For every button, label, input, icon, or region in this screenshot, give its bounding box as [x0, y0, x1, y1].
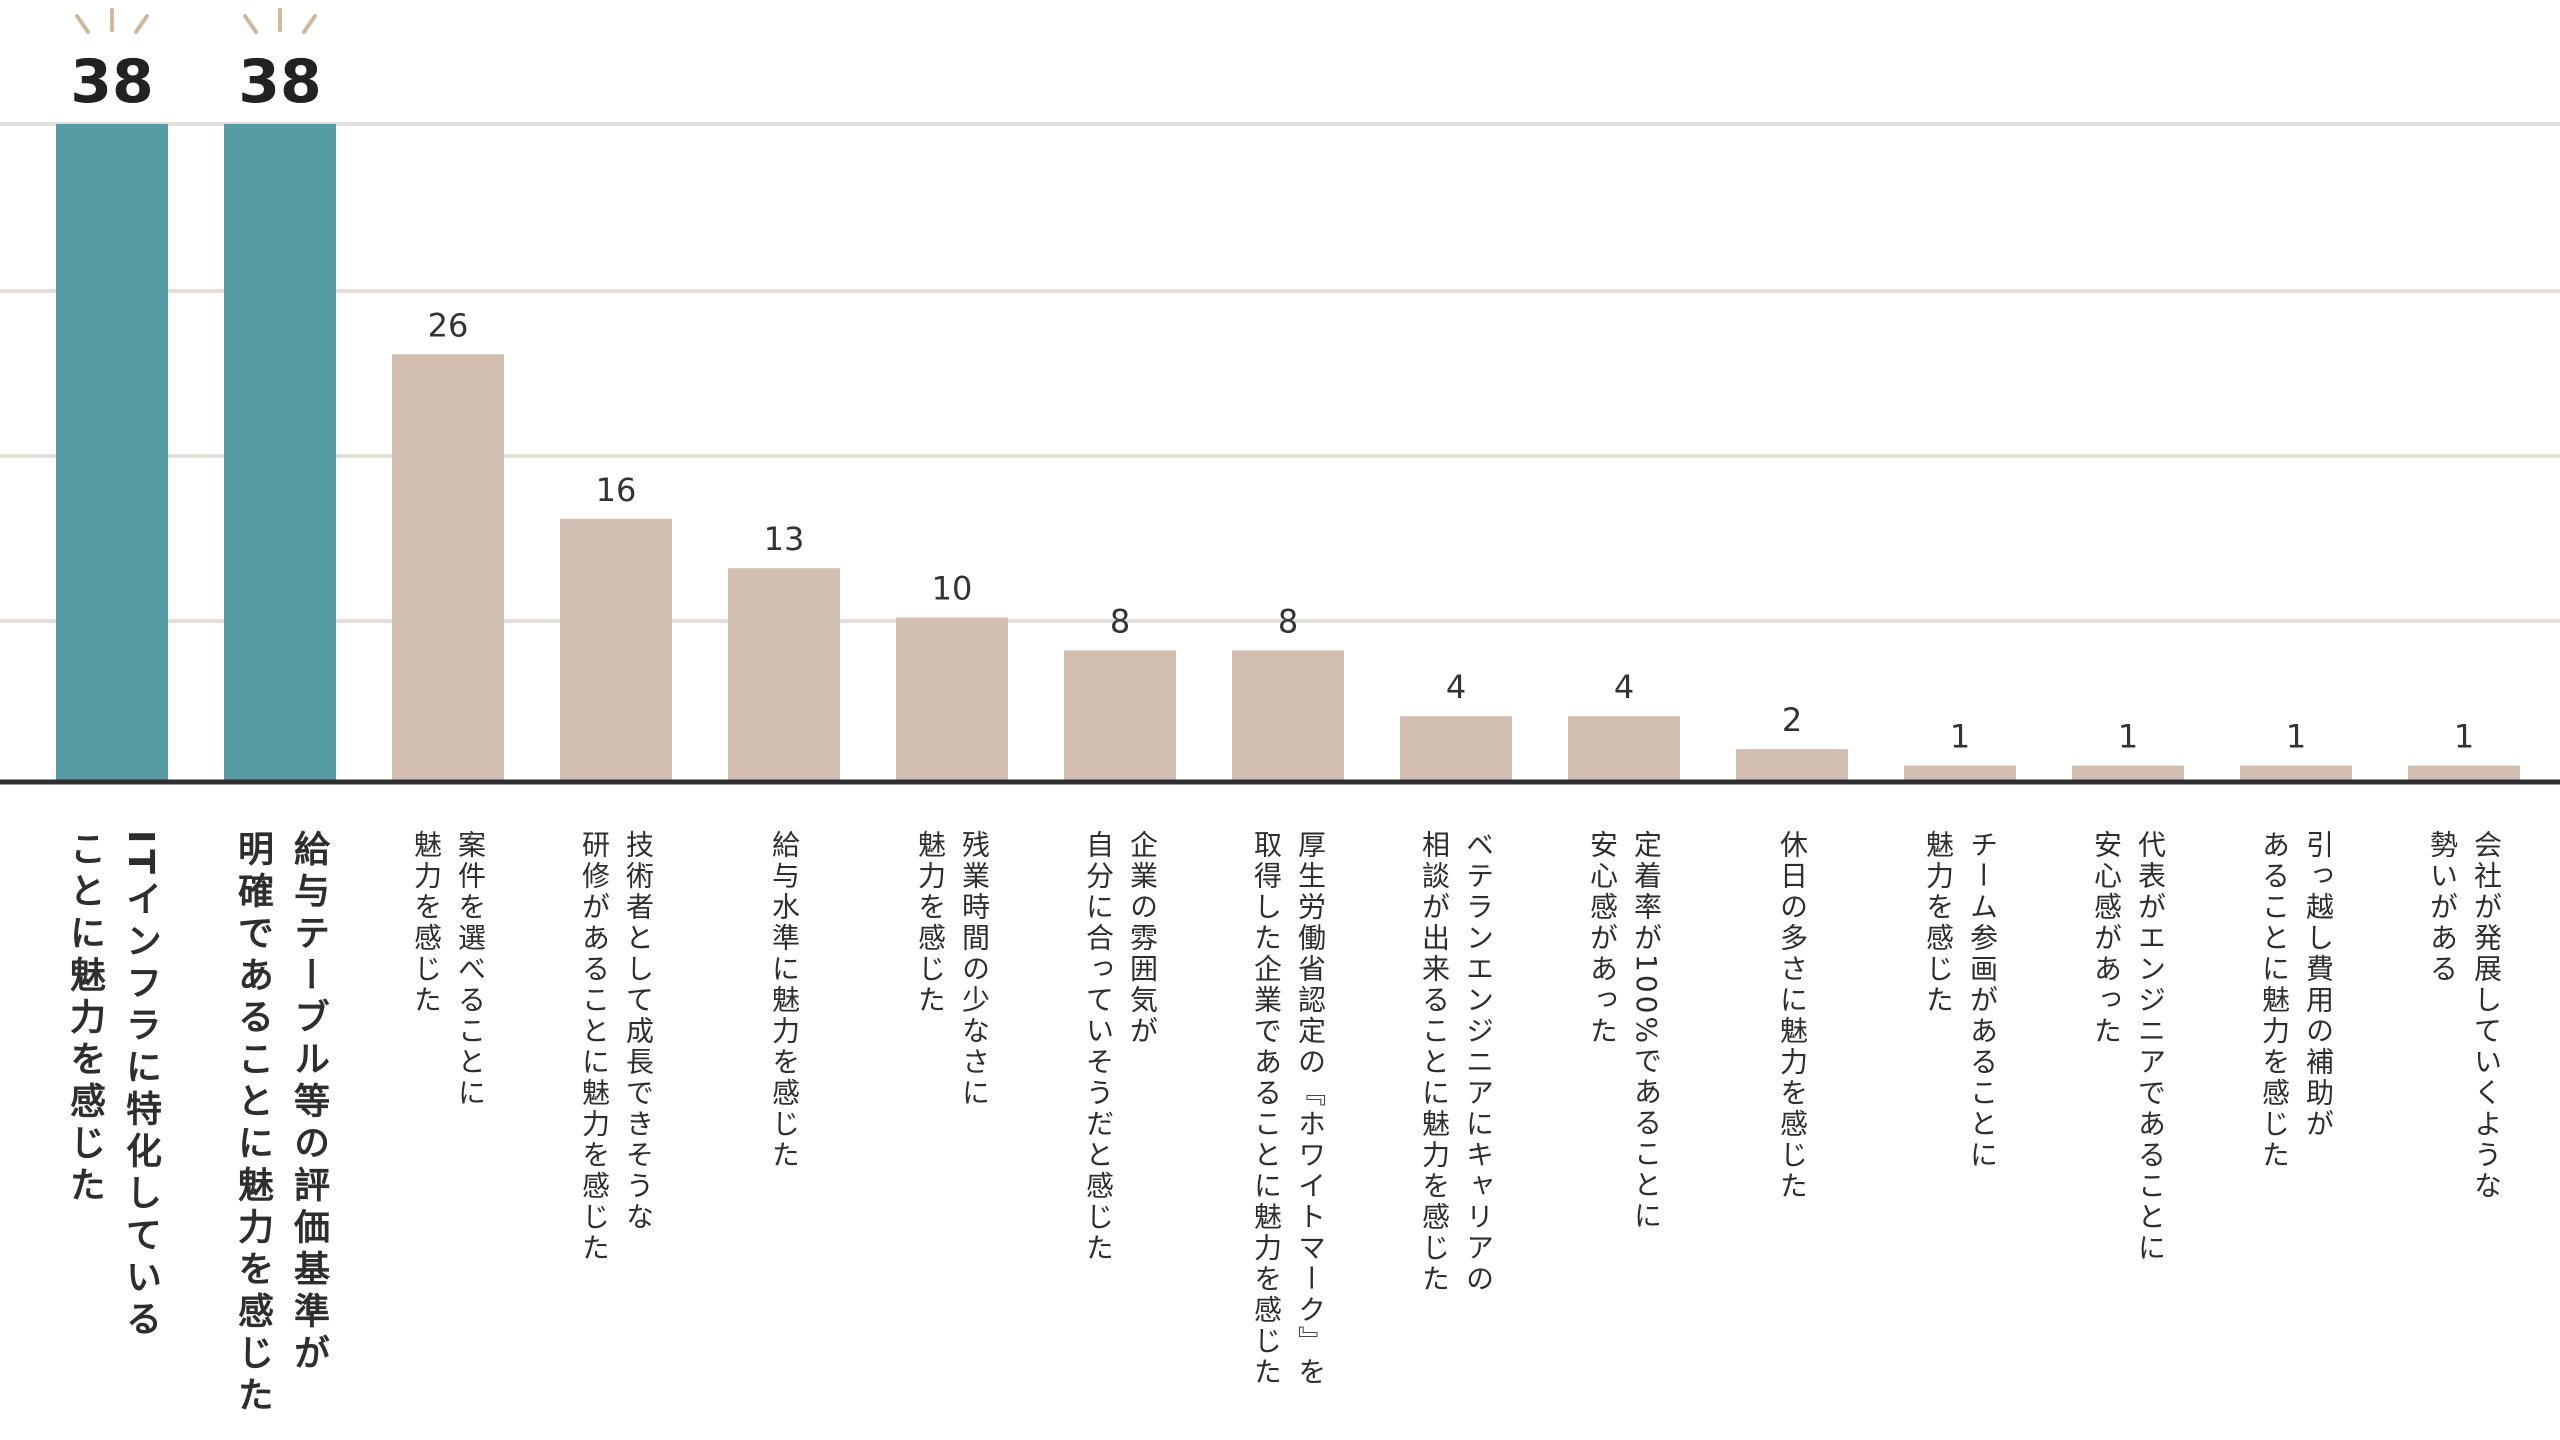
category-label-2: 給与テーブル等の評価基準が 明確であることに魅力を感じた	[232, 830, 329, 1418]
value-label-8: 8	[1278, 602, 1298, 640]
bar-5	[728, 568, 840, 782]
accent-ray-icon	[243, 14, 258, 34]
category-label-13: 代表がエンジニアであることに 安心感があった	[2090, 830, 2167, 1264]
category-label-9: ベテランエンジニアにキャリアの 相談が出来ることに魅力を感じた	[1418, 830, 1495, 1295]
value-label-3: 26	[428, 306, 469, 344]
bar-10	[1568, 716, 1680, 782]
category-label-11: 休日の多さに魅力を感じた	[1776, 830, 1809, 1202]
value-label-7: 8	[1110, 602, 1130, 640]
accent-ray-icon	[75, 14, 90, 34]
category-label-10: 定着率が100%であることに 安心感があった	[1586, 830, 1663, 1233]
category-label-7: 企業の雰囲気が 自分に合っていそうだと感じた	[1082, 830, 1159, 1264]
bar-2	[224, 124, 336, 782]
value-label-5: 13	[764, 520, 805, 558]
category-label-5: 給与水準に魅力を感じた	[768, 830, 801, 1171]
category-label-4: 技術者として成長できそうな 研修があることに魅力を感じた	[578, 830, 655, 1264]
accent-ray-icon	[302, 14, 317, 34]
category-label-3: 案件を選べることに 魅力を感じた	[410, 830, 487, 1109]
bar-4	[560, 518, 672, 782]
category-label-8: 厚生労働省認定の『ホワイトマーク』を 取得した企業であることに魅力を感じた	[1250, 830, 1327, 1388]
bar-7	[1064, 650, 1176, 782]
category-label-1: ITインフラに特化している ことに魅力を感じた	[64, 830, 161, 1342]
category-label-12: チーム参画があることに 魅力を感じた	[1922, 830, 1999, 1171]
accent-ray-icon	[134, 14, 149, 34]
bar-6	[896, 617, 1008, 782]
bar-11	[1736, 749, 1848, 782]
bar-8	[1232, 650, 1344, 782]
category-label-6: 残業時間の少なさに 魅力を感じた	[914, 830, 991, 1109]
category-label-15: 会社が発展していくような 勢いがある	[2426, 830, 2503, 1202]
value-label-15: 1	[2454, 718, 2474, 756]
value-label-10: 4	[1614, 668, 1634, 706]
value-label-1: 38	[70, 47, 154, 117]
bar-12	[1904, 765, 2016, 782]
value-label-14: 1	[2286, 718, 2306, 756]
value-label-9: 4	[1446, 668, 1466, 706]
value-label-12: 1	[1950, 718, 1970, 756]
value-label-4: 16	[596, 471, 637, 509]
bar-15	[2408, 765, 2520, 782]
bar-9	[1400, 716, 1512, 782]
category-label-14: 引っ越し費用の補助が あることに魅力を感じた	[2258, 830, 2335, 1171]
value-label-11: 2	[1782, 701, 1802, 739]
bar-3	[392, 354, 504, 782]
bar-1	[56, 124, 168, 782]
bar-13	[2072, 765, 2184, 782]
value-label-13: 1	[2118, 718, 2138, 756]
bar-14	[2240, 765, 2352, 782]
value-label-2: 38	[238, 47, 322, 117]
value-label-6: 10	[932, 570, 973, 608]
